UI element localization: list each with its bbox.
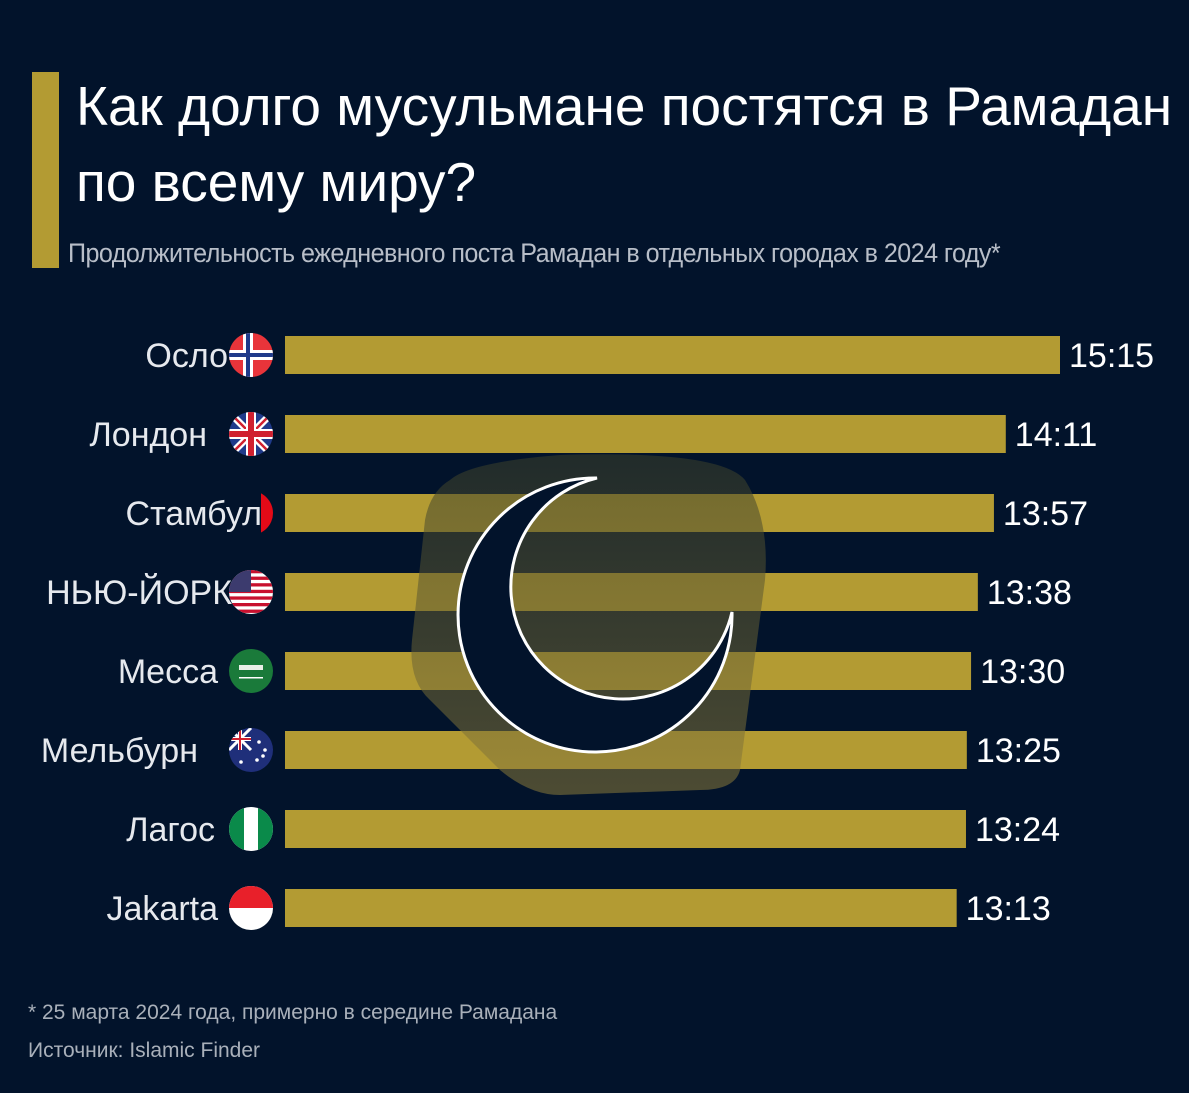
usa-flag-icon (229, 570, 273, 614)
category-label: Лондон (89, 416, 207, 454)
category-label: Mecca (118, 653, 218, 691)
category-label: Лагос (126, 811, 215, 849)
bar (285, 415, 1006, 453)
value-label: 13:57 (1003, 495, 1088, 533)
value-label: 14:11 (1015, 416, 1098, 454)
subtitle: Продолжительность ежедневного поста Рама… (68, 238, 1001, 268)
crescent-moon-icon (456, 476, 734, 754)
saudi-flag-icon (229, 649, 273, 693)
value-label: 13:30 (980, 653, 1065, 691)
norway-flag-icon (229, 333, 273, 377)
value-label: 13:38 (987, 574, 1072, 612)
bar (285, 810, 966, 848)
value-label: 15:15 (1069, 337, 1154, 375)
category-label: Осло (145, 337, 228, 375)
title-accent-bar (32, 72, 59, 268)
indonesia-flag-icon (229, 886, 273, 930)
value-label: 13:24 (975, 811, 1060, 849)
category-label: НЬЮ-ЙОРК (46, 574, 232, 612)
footnote: * 25 марта 2024 года, примерно в середин… (28, 1001, 558, 1024)
bar (285, 336, 1060, 374)
bar (285, 889, 957, 927)
page-title: Как долго мусульмане постятся в Рамадан … (76, 75, 1173, 213)
category-label: Мельбурн (41, 732, 198, 770)
nigeria-flag-icon (229, 807, 273, 851)
category-label: Стамбул (126, 495, 262, 533)
category-label: Jakarta (107, 890, 219, 928)
uk-flag-icon (229, 412, 273, 456)
source: Источник: Islamic Finder (28, 1039, 261, 1062)
value-label: 13:25 (976, 732, 1061, 770)
value-label: 13:13 (966, 890, 1051, 928)
turkey-flag-icon (261, 491, 273, 535)
australia-flag-icon (229, 728, 273, 772)
